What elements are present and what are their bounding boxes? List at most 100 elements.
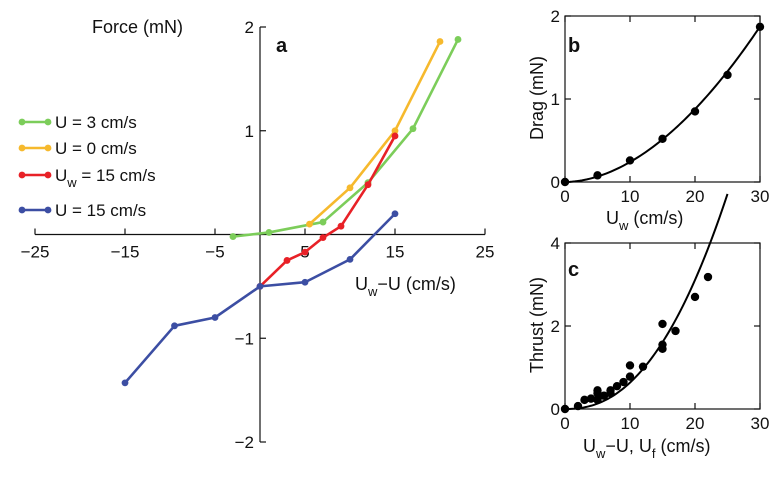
label-text: (cm/s) bbox=[628, 208, 683, 228]
legend-entry: U = 3 cm/s bbox=[55, 113, 137, 132]
data-point bbox=[703, 272, 713, 282]
series-1 bbox=[306, 38, 444, 228]
panel-c-y-tick-label: 0 bbox=[551, 400, 560, 419]
panel-c-x-tick-label: 0 bbox=[560, 414, 569, 433]
series-point bbox=[337, 222, 345, 230]
series-point bbox=[265, 229, 273, 236]
series-point bbox=[121, 379, 129, 387]
label-subscript: w bbox=[367, 284, 378, 299]
panel-b-x-tick-label: 30 bbox=[751, 187, 770, 206]
label-subscript: f bbox=[652, 446, 656, 461]
legend-swatch-point bbox=[44, 206, 52, 214]
data-point bbox=[560, 177, 570, 187]
data-point bbox=[580, 395, 589, 405]
series-point bbox=[256, 282, 264, 290]
data-point bbox=[593, 171, 602, 180]
data-point bbox=[638, 362, 648, 371]
panel-c-y-tick-label: 4 bbox=[551, 234, 560, 253]
series-point bbox=[301, 278, 309, 286]
data-point bbox=[612, 381, 622, 391]
panel-a-y-tick-label: −2 bbox=[235, 433, 254, 452]
data-point bbox=[658, 340, 667, 349]
series-point bbox=[436, 38, 444, 45]
data-point bbox=[593, 395, 602, 405]
data-point bbox=[619, 377, 628, 387]
legend-entry: U = 15 cm/s bbox=[55, 201, 146, 220]
series-line bbox=[232, 38, 460, 238]
data-point bbox=[690, 292, 700, 302]
panel-b-y-tick-label: 0 bbox=[551, 173, 560, 192]
legend-swatch-point bbox=[44, 118, 52, 126]
legend-swatch-point bbox=[44, 144, 52, 152]
series-point bbox=[409, 125, 417, 133]
series-3 bbox=[121, 210, 399, 387]
series-line bbox=[308, 40, 442, 226]
panel-b-points bbox=[560, 22, 765, 187]
series-point bbox=[454, 36, 462, 43]
data-point bbox=[658, 134, 667, 144]
panel-b-y-axis-label: Drag (mN) bbox=[527, 56, 547, 140]
panel-c-points bbox=[560, 272, 713, 414]
series-point bbox=[306, 220, 313, 228]
panel-b-fit-curve bbox=[564, 26, 761, 183]
series-point bbox=[283, 257, 291, 264]
series-point bbox=[364, 181, 372, 189]
legend-swatch-point bbox=[18, 171, 26, 179]
label-text: U bbox=[583, 436, 596, 456]
label-text: = 15 cm/s bbox=[77, 166, 156, 185]
panel-c-x-tick-label: 20 bbox=[686, 414, 705, 433]
panel-a: −25−15−551525−2−112 Force (mN) Uw−U (cm/… bbox=[18, 17, 495, 452]
series-0 bbox=[229, 36, 462, 240]
panel-a-x-tick-label: 25 bbox=[476, 243, 495, 262]
panel-b-ticks: 0 10 20 30 0 1 2 bbox=[551, 7, 770, 206]
series-point bbox=[391, 132, 399, 140]
data-point bbox=[755, 22, 765, 31]
panel-a-x-tick-label: 15 bbox=[386, 243, 405, 262]
panel-b-x-tick-label: 20 bbox=[686, 187, 705, 206]
data-point bbox=[573, 401, 583, 411]
panel-b-x-axis-label: Uw (cm/s) bbox=[606, 208, 683, 233]
data-point bbox=[625, 372, 635, 381]
label-subscript: w bbox=[595, 446, 606, 461]
series-point bbox=[391, 210, 399, 218]
legend-swatch-point bbox=[18, 144, 26, 152]
panel-b: 0 10 20 30 0 1 2 b Drag (mN) Uw (cm/s) bbox=[527, 7, 769, 233]
label-subscript: w bbox=[66, 175, 77, 190]
panel-a-y-tick-label: 1 bbox=[245, 122, 254, 141]
panel-c-x-axis-label: Uw−U, Uf (cm/s) bbox=[583, 436, 711, 461]
data-point bbox=[560, 404, 570, 414]
data-point bbox=[723, 70, 732, 80]
panel-a-label: a bbox=[276, 35, 288, 57]
data-point bbox=[671, 326, 680, 336]
panel-c-x-tick-label: 10 bbox=[621, 414, 640, 433]
panel-a-y-axis-label: Force (mN) bbox=[92, 17, 183, 37]
series-2 bbox=[256, 132, 399, 290]
panel-b-label: b bbox=[568, 35, 580, 57]
label-text: −U (cm/s) bbox=[377, 274, 456, 294]
series-point bbox=[319, 218, 327, 226]
label-text: U = 15 cm/s bbox=[55, 201, 146, 220]
legend-entry: Uw = 15 cm/s bbox=[55, 166, 156, 190]
panel-c-y-axis-label: Thrust (mN) bbox=[527, 277, 547, 373]
series-point bbox=[346, 256, 354, 263]
label-text: (cm/s) bbox=[656, 436, 711, 456]
panel-b-frame bbox=[564, 15, 761, 183]
panel-a-x-tick-label: −15 bbox=[111, 243, 140, 262]
legend-swatch-point bbox=[18, 118, 26, 126]
panel-c-y-tick-label: 2 bbox=[551, 317, 560, 336]
data-point bbox=[690, 107, 700, 116]
panel-c-label: c bbox=[568, 259, 579, 281]
series-point bbox=[346, 184, 354, 192]
data-point bbox=[625, 156, 635, 165]
panel-b-x-tick-label: 10 bbox=[621, 187, 640, 206]
label-text: U = 0 cm/s bbox=[55, 139, 137, 158]
legend-swatch-point bbox=[44, 171, 52, 179]
panel-a-legend: U = 3 cm/s U = 0 cm/s Uw = 15 cm/s U = 15 c… bbox=[18, 113, 156, 220]
legend-swatch-point bbox=[18, 206, 26, 214]
data-point bbox=[658, 319, 667, 329]
panel-b-y-tick-label: 2 bbox=[551, 7, 560, 26]
panel-b-y-tick-label: 1 bbox=[551, 90, 560, 109]
series-point bbox=[229, 233, 237, 240]
